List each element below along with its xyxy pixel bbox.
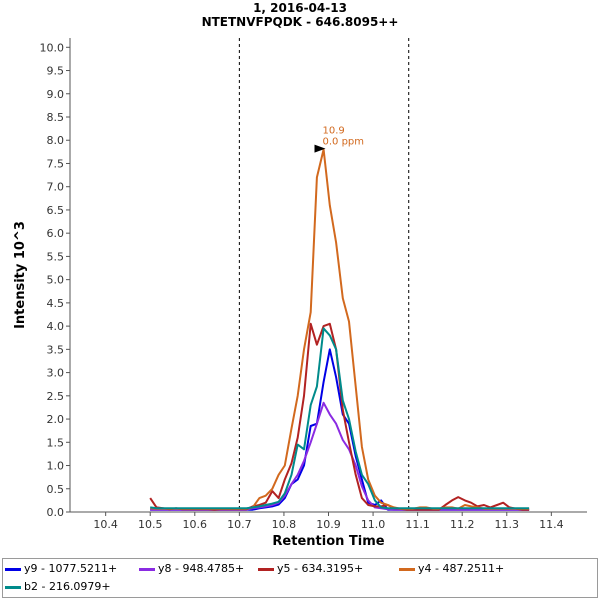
y-tick-label: 9.5 [47,65,65,78]
y-axis-label: Intensity 10^3 [13,221,28,329]
y-tick-label: 3.0 [47,367,65,380]
x-tick-label: 11.0 [361,518,386,531]
y-tick-label: 1.0 [47,460,65,473]
legend-label: b2 - 216.0979+ [24,580,111,593]
legend-item: y5 - 634.3195+ [258,561,363,577]
legend-swatch [399,567,415,571]
x-tick-label: 10.7 [227,518,252,531]
legend-item: y9 - 1077.5211+ [5,561,117,577]
y-tick-label: 5.5 [47,250,65,263]
series-line-b2 [150,327,530,510]
y-tick-label: 6.0 [47,227,65,240]
plot-area [70,38,587,512]
legend-swatch [5,585,21,589]
peak-annotation-rt: 10.9 [323,126,345,137]
x-tick-label: 10.6 [183,518,208,531]
legend-label: y8 - 948.4785+ [158,562,245,575]
y-tick-label: 2.5 [47,390,65,403]
y-tick-label: 2.0 [47,413,65,426]
y-tick-label: 9.0 [47,88,65,101]
legend-swatch [139,567,155,571]
legend-item: y4 - 487.2511+ [399,561,504,577]
peak-marker-icon [314,144,326,153]
peak-annotation-ppm: 0.0 ppm [323,137,365,148]
y-tick-label: 8.0 [47,134,65,147]
chart-title: 1, 2016-04-13 [253,1,347,15]
y-tick-label: 7.5 [47,157,65,170]
x-tick-label: 10.4 [93,518,118,531]
legend-swatch [5,567,21,571]
y-tick-label: 3.5 [47,343,65,356]
legend-label: y5 - 634.3195+ [277,562,364,575]
x-tick-label: 11.4 [539,518,564,531]
x-tick-label: 10.5 [138,518,163,531]
x-tick-label: 11.2 [450,518,475,531]
y-tick-label: 8.5 [47,111,65,124]
legend-item: b2 - 216.0979+ [5,579,111,595]
legend-label: y4 - 487.2511+ [418,562,505,575]
legend: y9 - 1077.5211+ y8 - 948.4785+ y5 - 634.31… [2,558,598,598]
chart-subtitle: NTETNVFPQDK - 646.8095++ [201,15,399,29]
chromatogram-chart: 10.4 10.5 10.6 10.7 10.8 10.9 11.0 11.1 11.2 11.3… [13,38,587,549]
y-tick-label: 0.5 [47,483,65,496]
x-tick-label: 10.8 [272,518,297,531]
x-tick-label: 11.1 [405,518,430,531]
y-tick-label: 10.0 [40,41,65,54]
x-axis-label: Retention Time [272,534,384,549]
y-tick-label: 1.5 [47,436,65,449]
chart-title-block: 1, 2016-04-13 NTETNVFPQDK - 646.8095++ [0,1,600,29]
y-tick-label: 4.5 [47,297,65,310]
x-tick-label: 10.9 [316,518,341,531]
y-tick-label: 5.0 [47,274,65,287]
y-tick-label: 4.0 [47,320,65,333]
x-tick-label: 11.3 [495,518,520,531]
legend-item: y8 - 948.4785+ [139,561,244,577]
legend-swatch [258,567,274,571]
legend-label: y9 - 1077.5211+ [24,562,118,575]
y-tick-label: 6.5 [47,204,65,217]
y-tick-label: 0.0 [47,506,65,519]
y-tick-label: 7.0 [47,181,65,194]
